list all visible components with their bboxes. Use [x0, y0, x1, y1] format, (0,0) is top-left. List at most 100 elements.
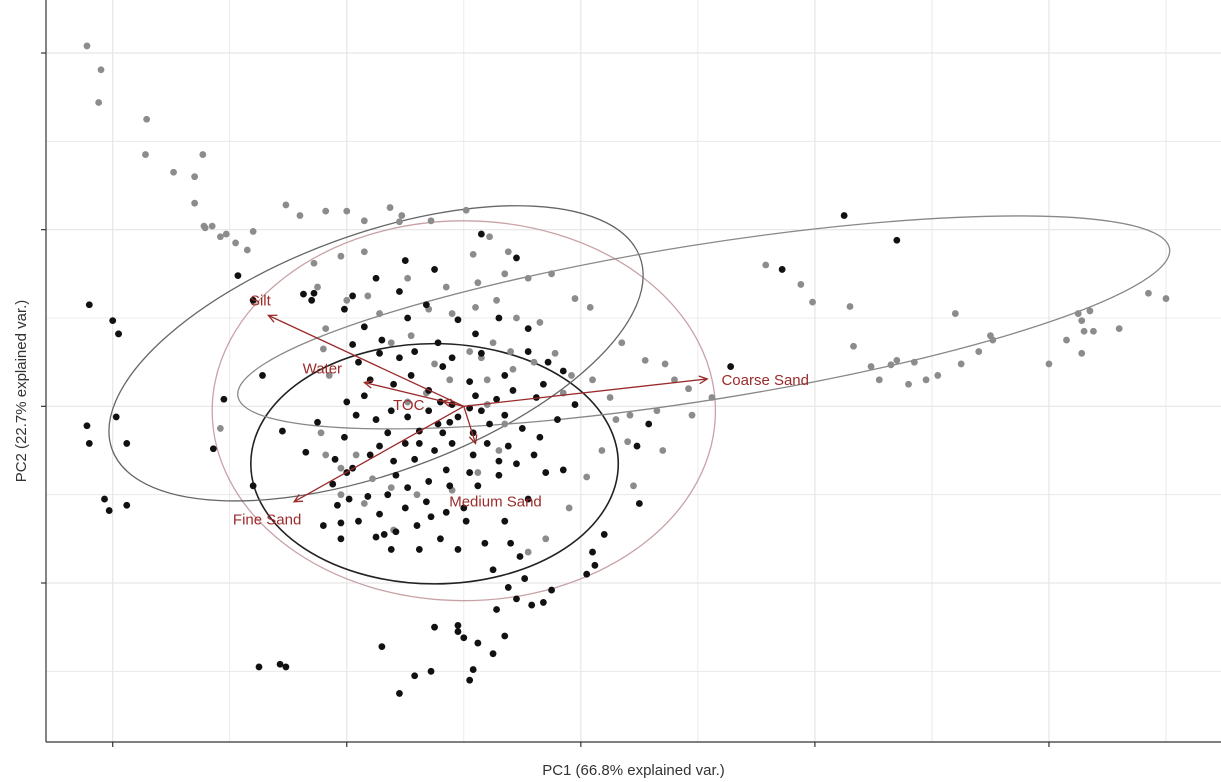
- grey-sample-point: [322, 451, 330, 459]
- grey-sample-point: [1115, 325, 1123, 332]
- dark-sample-point: [544, 358, 552, 366]
- dark-sample-point: [255, 663, 263, 671]
- dark-sample-point: [431, 623, 438, 631]
- grey-sample-point: [1078, 349, 1086, 357]
- confidence-ellipse: [211, 220, 717, 602]
- dark-sample-point: [378, 643, 386, 650]
- grey-sample-point: [222, 230, 230, 238]
- dark-sample-point: [372, 533, 380, 541]
- grey-sample-point: [626, 411, 634, 419]
- dark-sample-point: [489, 650, 497, 658]
- dark-sample-point: [442, 508, 450, 516]
- grey-sample-point: [396, 218, 403, 226]
- grey-sample-point: [296, 212, 304, 219]
- grey-sample-point: [653, 407, 661, 415]
- dark-sample-point: [341, 433, 348, 441]
- grey-sample-point: [431, 360, 438, 368]
- dark-sample-point: [554, 416, 561, 423]
- grey-sample-point: [797, 281, 805, 288]
- grey-sample-point: [249, 228, 257, 235]
- dark-sample-point: [337, 535, 345, 543]
- grey-sample-point: [951, 310, 959, 317]
- dark-sample-point: [431, 447, 438, 454]
- dark-sample-point: [384, 429, 392, 437]
- loading-arrow: [442, 400, 464, 407]
- loading-arrowhead: [292, 493, 304, 503]
- dark-sample-point: [524, 348, 532, 355]
- dark-sample-point: [392, 471, 400, 479]
- grey-sample-point: [462, 206, 470, 214]
- dark-sample-point: [112, 413, 120, 421]
- grey-sample-point: [708, 394, 716, 401]
- dark-sample-point: [454, 622, 462, 629]
- dark-sample-point: [477, 407, 485, 415]
- grey-sample-point: [322, 207, 330, 215]
- dark-sample-point: [542, 469, 550, 476]
- dark-sample-point: [411, 348, 419, 355]
- dark-sample-point: [404, 314, 412, 322]
- grey-sample-point: [387, 339, 395, 347]
- grey-sample-point: [337, 491, 345, 499]
- loading-arrow: [463, 406, 477, 444]
- dark-sample-point: [493, 606, 500, 613]
- loading-arrowhead: [698, 375, 709, 385]
- dark-sample-point: [411, 672, 419, 680]
- grey-sample-point: [571, 295, 579, 302]
- dark-sample-point: [472, 392, 479, 400]
- dark-sample-point: [589, 548, 596, 556]
- axes: [41, 0, 1221, 747]
- dark-sample-point: [532, 394, 540, 401]
- grey-sample-point: [934, 372, 942, 379]
- dark-sample-point: [384, 491, 392, 499]
- confidence-ellipse: [237, 215, 1171, 430]
- loading-arrowhead: [267, 314, 278, 323]
- dark-sample-point: [448, 440, 456, 447]
- dark-sample-point: [446, 418, 454, 426]
- grey-sample-point: [1145, 289, 1152, 297]
- grey-sample-point: [762, 261, 770, 269]
- dark-sample-point: [355, 358, 362, 366]
- dark-sample-point: [352, 411, 360, 419]
- grey-sample-point: [1063, 336, 1070, 344]
- dark-sample-point: [415, 546, 423, 553]
- grey-sample-point: [201, 224, 209, 232]
- dark-sample-point: [387, 546, 395, 553]
- grey-sample-point: [1080, 327, 1088, 335]
- dark-sample-point: [571, 401, 579, 408]
- dark-sample-point: [486, 420, 493, 428]
- grey-sample-point: [486, 233, 493, 241]
- dark-sample-point: [507, 539, 515, 547]
- dark-sample-point: [548, 586, 555, 594]
- dark-sample-point: [466, 378, 474, 385]
- grey-sample-point: [386, 204, 394, 211]
- dark-sample-point: [600, 531, 608, 538]
- grey-sample-point: [630, 482, 637, 490]
- dark-sample-point: [396, 288, 403, 295]
- dark-sample-point: [376, 349, 383, 357]
- dark-sample-point: [115, 330, 122, 338]
- dark-sample-point: [378, 336, 386, 344]
- dark-sample-point: [376, 510, 383, 518]
- grey-sample-point: [95, 99, 103, 106]
- dark-sample-point: [530, 451, 538, 459]
- dark-sample-point: [474, 482, 482, 490]
- grey-sample-point: [352, 451, 360, 459]
- dark-sample-point: [501, 411, 509, 419]
- dark-sample-point: [483, 440, 491, 447]
- grey-sample-point: [199, 151, 207, 158]
- grey-sample-point: [507, 348, 515, 355]
- dark-sample-point: [329, 480, 337, 488]
- grey-sample-point: [97, 66, 105, 74]
- x-axis-title: PC1 (66.8% explained var.): [542, 762, 725, 779]
- grey-sample-point: [337, 464, 345, 472]
- dark-sample-point: [495, 314, 503, 322]
- dark-sample-point: [376, 442, 383, 450]
- grey-sample-point: [404, 398, 412, 406]
- dark-sample-point: [123, 440, 131, 447]
- grey-sample-point: [232, 239, 239, 247]
- grey-sample-point: [83, 42, 91, 50]
- dark-sample-point: [501, 632, 509, 640]
- grey-sample-point: [598, 447, 606, 454]
- dark-sample-point: [524, 325, 532, 332]
